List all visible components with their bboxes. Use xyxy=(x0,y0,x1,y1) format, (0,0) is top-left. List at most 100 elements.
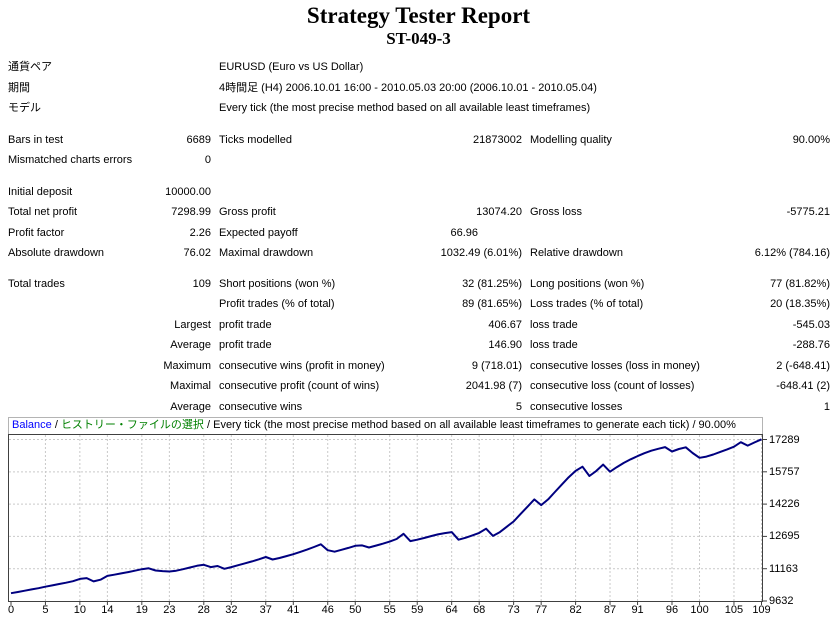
stat-value: 32 (81.25%) xyxy=(462,277,522,290)
info-value: EURUSD (Euro vs US Dollar) xyxy=(219,61,364,73)
y-tick-label: 17289 xyxy=(769,433,800,446)
stat-value: 7298.99 xyxy=(171,206,211,218)
stat-label xyxy=(522,223,712,244)
stat-value: 5 xyxy=(515,400,522,413)
stat-value: -648.41 (2) xyxy=(776,380,830,392)
stat-label: consecutive losses (loss in money) xyxy=(530,359,700,372)
stat-value: 76.02 xyxy=(183,247,211,259)
stat-label: Gross loss xyxy=(530,206,582,218)
chart-legend-balance: Balance xyxy=(12,419,52,431)
stat-value xyxy=(400,150,522,171)
stat-label: profit trade xyxy=(219,318,272,331)
stats-row: Maximal consecutive profit (count of wins… xyxy=(0,376,837,397)
stats-row: Average consecutive wins 5 consecutive loss… xyxy=(0,397,837,418)
chart-header: Balance / ヒストリー・ファイルの選択 / Every tick (th… xyxy=(8,417,763,434)
x-tick-label: 5 xyxy=(42,604,49,616)
stat-value: 6.12% (784.16) xyxy=(754,247,830,259)
stat-label xyxy=(522,150,712,171)
x-tick-label: 50 xyxy=(349,604,362,616)
stat-value: 406.67 xyxy=(488,318,522,331)
stat-label: Gross profit xyxy=(219,206,276,218)
balance-chart: Balance / ヒストリー・ファイルの選択 / Every tick (th… xyxy=(0,417,837,619)
stats-row: Initial deposit 10000.00 xyxy=(0,182,837,203)
stat-value: -545.03 xyxy=(792,318,830,331)
stat-label: consecutive profit (count of wins) xyxy=(219,380,380,392)
y-tick-label: 11163 xyxy=(769,562,798,575)
y-tick-label: 14226 xyxy=(769,498,800,511)
stat-value: 6689 xyxy=(186,133,211,146)
x-tick-label: 105 xyxy=(724,604,744,616)
stat-value: Average xyxy=(170,339,211,351)
chart-legend-history-file: ヒストリー・ファイルの選択 xyxy=(60,419,204,431)
stats-row: Profit trades (% of total) 89 (81.65%) Los… xyxy=(0,294,837,315)
page-title: Strategy Tester Report xyxy=(306,3,531,28)
stat-label: Loss trades (% of total) xyxy=(530,298,644,310)
stat-label: consecutive losses xyxy=(530,400,623,413)
x-tick-label: 82 xyxy=(569,604,582,616)
stat-value: 2 (-648.41) xyxy=(776,359,830,372)
stats-row: Total net profit 7298.99 Gross profit 13074… xyxy=(0,202,837,223)
stat-label xyxy=(0,356,145,377)
stat-label: Absolute drawdown xyxy=(8,247,105,259)
stat-value: Average xyxy=(170,400,211,413)
stat-label: Ticks modelled xyxy=(219,133,292,146)
stats-row: Bars in test 6689 Ticks modelled 21873002 Mo… xyxy=(0,130,837,151)
stat-value: 146.90 xyxy=(488,339,522,351)
stat-label xyxy=(0,397,145,418)
stat-label: consecutive wins (profit in money) xyxy=(219,359,385,372)
x-tick-label: 10 xyxy=(73,604,86,616)
stats-row: Profit factor 2.26 Expected payoff 66.96 xyxy=(0,223,837,244)
stats-row: Average profit trade 146.90 loss trade -288.… xyxy=(0,335,837,356)
x-tick-label: 64 xyxy=(445,604,458,616)
stat-value: 1 xyxy=(823,400,830,413)
x-tick-label: 32 xyxy=(225,604,238,616)
report-subtitle: ST-049-3 xyxy=(386,29,451,48)
stat-value: Largest xyxy=(174,318,211,331)
stat-value: 2041.98 (7) xyxy=(465,380,522,392)
stat-label: Profit trades (% of total) xyxy=(219,298,335,310)
info-label: 通貨ペア xyxy=(8,61,52,73)
stat-value: 66.96 xyxy=(450,226,478,239)
plot-area xyxy=(8,434,767,605)
info-value: Every tick (the most precise method base… xyxy=(219,102,591,114)
stat-label xyxy=(522,182,712,203)
stat-label xyxy=(0,335,145,356)
stat-label: Expected payoff xyxy=(219,226,298,239)
stat-label xyxy=(0,376,145,397)
y-tick-label: 15757 xyxy=(769,465,800,478)
info-table: 通貨ペア EURUSD (Euro vs US Dollar) 期間 4時間足 (H4… xyxy=(0,57,837,119)
stat-label: Maximal drawdown xyxy=(219,247,314,259)
x-tick-label: 19 xyxy=(135,604,148,616)
info-row: 通貨ペア EURUSD (Euro vs US Dollar) xyxy=(0,57,837,78)
y-tick-label: 12695 xyxy=(769,530,800,543)
stat-label: loss trade xyxy=(530,318,578,331)
stat-label: Long positions (won %) xyxy=(530,277,645,290)
stat-label: profit trade xyxy=(219,339,272,351)
stat-label xyxy=(0,294,145,315)
y-tick-label: 9632 xyxy=(769,595,794,607)
stat-value xyxy=(712,150,837,171)
info-label: モデル xyxy=(8,102,41,114)
stat-label: Total trades xyxy=(8,277,65,290)
stat-label: Total net profit xyxy=(8,206,78,218)
x-tick-label: 0 xyxy=(7,604,15,616)
chart-header-model-text: / Every tick (the most precise method ba… xyxy=(203,419,736,431)
stat-value: 90.00% xyxy=(792,133,830,146)
x-tick-label: 14 xyxy=(101,604,114,616)
stat-value xyxy=(712,223,837,244)
stat-value xyxy=(400,182,522,203)
stat-label: Short positions (won %) xyxy=(219,277,336,290)
stats-row: Total trades 109 Short positions (won %) 32… xyxy=(0,274,837,295)
stat-value xyxy=(712,182,837,203)
stat-value: 89 (81.65%) xyxy=(462,298,522,310)
stat-value: 20 (18.35%) xyxy=(770,298,830,310)
balance-line xyxy=(10,438,762,595)
stat-label: Modelling quality xyxy=(530,133,612,146)
x-tick-label: 37 xyxy=(259,604,272,616)
x-tick-label: 68 xyxy=(473,604,486,616)
stats-row: Mismatched charts errors 0 xyxy=(0,150,837,171)
stat-label: consecutive loss (count of losses) xyxy=(530,380,695,392)
stat-label: Relative drawdown xyxy=(530,247,623,259)
stat-value xyxy=(145,294,211,315)
